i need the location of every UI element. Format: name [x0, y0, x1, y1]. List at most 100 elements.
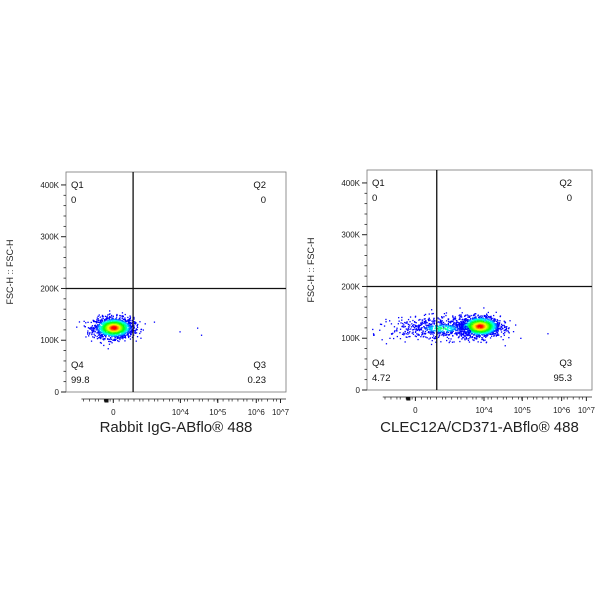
event-point: [465, 332, 467, 334]
event-point: [407, 329, 409, 332]
event-point: [454, 318, 456, 320]
event-point: [100, 323, 103, 325]
event-point: [100, 337, 102, 340]
event-point: [444, 334, 446, 336]
event-point: [443, 313, 446, 315]
event-point: [449, 327, 451, 329]
event-point: [447, 324, 450, 326]
event-point: [390, 323, 393, 325]
event-point: [446, 336, 448, 338]
event-point: [447, 322, 449, 325]
event-point: [114, 337, 116, 339]
event-point: [427, 324, 429, 327]
event-point: [482, 315, 484, 317]
event-point: [426, 328, 428, 330]
event-point: [129, 338, 132, 340]
event-point: [478, 331, 480, 333]
event-point: [453, 317, 455, 319]
event-point: [463, 322, 465, 324]
event-point: [453, 341, 455, 343]
event-point: [399, 338, 402, 340]
event-point: [92, 329, 94, 331]
event-point: [98, 314, 100, 316]
event-point: [447, 334, 449, 336]
event-point: [462, 328, 464, 330]
event-point: [113, 321, 115, 323]
event-point: [500, 336, 502, 338]
event-point: [113, 327, 115, 329]
event-point: [430, 324, 432, 326]
event-point: [412, 325, 414, 327]
x-tick-cluster: [104, 399, 109, 403]
event-point: [122, 315, 124, 317]
event-point: [467, 339, 470, 342]
event-point: [461, 328, 463, 330]
event-point: [441, 327, 443, 329]
event-point: [450, 329, 453, 331]
quadrant-percent-q1: 0: [71, 195, 76, 206]
event-point: [509, 320, 511, 322]
event-point: [115, 319, 117, 321]
event-point: [444, 325, 446, 327]
event-point: [419, 318, 421, 321]
event-point: [469, 323, 471, 325]
event-point: [88, 335, 90, 337]
event-point: [455, 332, 457, 335]
event-point: [129, 316, 132, 318]
event-point: [129, 325, 132, 327]
event-point: [459, 328, 461, 330]
event-point: [124, 327, 126, 330]
event-point: [459, 329, 461, 332]
event-point: [411, 332, 413, 334]
event-point: [487, 332, 489, 334]
event-point: [440, 321, 442, 323]
event-point: [483, 318, 485, 320]
event-point: [452, 319, 455, 321]
quadrant-name-q1: Q1: [372, 178, 385, 189]
event-point: [107, 321, 109, 323]
event-point: [128, 320, 131, 322]
event-point: [458, 332, 460, 334]
event-point: [445, 334, 447, 336]
event-point: [113, 334, 115, 337]
event-point: [118, 340, 120, 343]
event-point: [96, 338, 99, 340]
x-axis-title: Rabbit IgG-ABflo® 488: [100, 419, 253, 436]
event-point: [450, 325, 452, 327]
event-point: [120, 327, 122, 329]
event-point: [453, 323, 455, 325]
event-point: [464, 320, 467, 322]
event-point: [491, 329, 494, 331]
event-point: [99, 336, 101, 338]
event-point: [450, 338, 452, 340]
event-point: [505, 327, 507, 329]
event-point: [121, 328, 123, 330]
event-point: [435, 336, 437, 338]
event-point: [433, 318, 435, 320]
event-point: [90, 321, 92, 324]
event-point: [469, 320, 471, 322]
event-point: [94, 326, 96, 329]
event-point: [103, 325, 105, 327]
event-point: [126, 323, 128, 325]
x-tick-label: 0: [111, 408, 116, 417]
event-point: [448, 329, 451, 332]
event-point: [99, 341, 102, 344]
event-point: [478, 316, 480, 319]
event-point: [120, 334, 122, 336]
event-point: [505, 330, 507, 332]
event-point: [93, 320, 95, 323]
event-point: [428, 313, 430, 315]
event-point: [124, 336, 126, 338]
event-point: [87, 321, 89, 323]
event-point: [480, 327, 482, 329]
event-point: [389, 320, 391, 322]
event-point: [490, 320, 492, 322]
event-point: [102, 317, 104, 319]
event-point: [479, 334, 481, 337]
event-point: [136, 329, 138, 331]
event-point: [104, 315, 107, 317]
event-point: [439, 319, 442, 321]
event-point: [462, 334, 465, 336]
event-point: [433, 337, 435, 339]
